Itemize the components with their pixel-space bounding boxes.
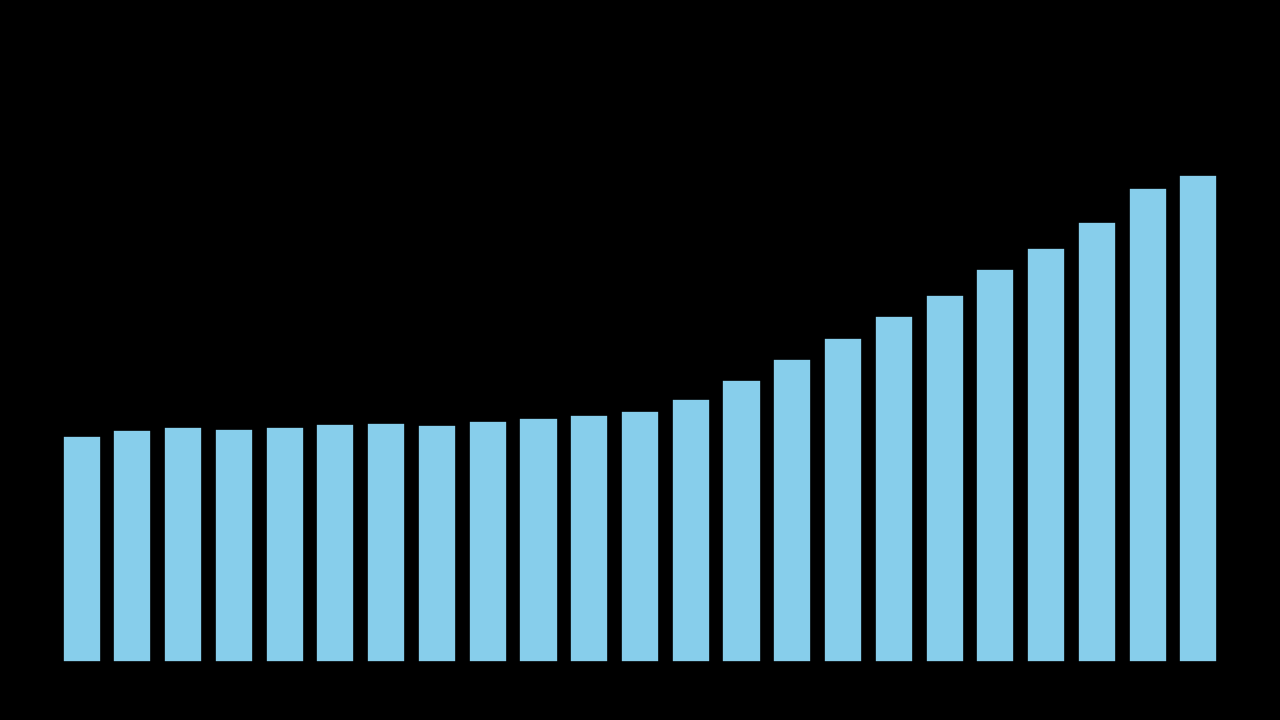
- Bar: [114, 430, 151, 662]
- Bar: [977, 269, 1014, 662]
- Bar: [925, 295, 964, 662]
- Bar: [672, 400, 710, 662]
- Bar: [266, 428, 303, 662]
- Bar: [468, 420, 507, 662]
- Bar: [1078, 222, 1116, 662]
- Bar: [520, 418, 558, 662]
- Bar: [722, 380, 760, 662]
- Bar: [1027, 248, 1065, 662]
- Bar: [621, 411, 659, 662]
- Bar: [367, 423, 406, 662]
- Bar: [316, 424, 355, 662]
- Bar: [215, 429, 253, 662]
- Bar: [63, 436, 101, 662]
- Bar: [419, 425, 456, 662]
- Bar: [824, 338, 861, 662]
- Bar: [1179, 176, 1217, 662]
- Bar: [1129, 188, 1166, 662]
- Bar: [164, 426, 202, 662]
- Bar: [773, 359, 812, 662]
- Bar: [874, 316, 913, 662]
- Bar: [570, 415, 608, 662]
